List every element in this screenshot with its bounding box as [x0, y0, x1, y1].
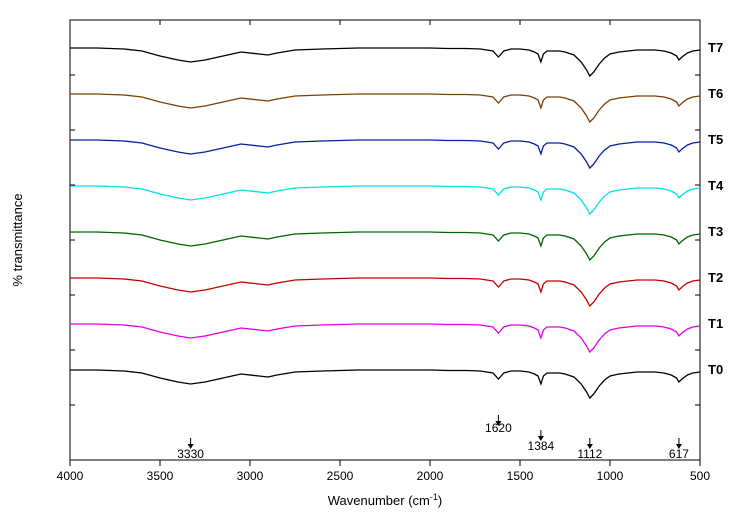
chart-svg: 4000 3500 3000 2500 2000 1500 1000 500 Wavenumbe…	[0, 0, 743, 530]
peak-label-1620: 1620	[485, 421, 512, 435]
series-label-T7: T7	[708, 40, 723, 55]
spectrum-T1	[70, 324, 700, 352]
x-tick-label: 1000	[597, 469, 624, 483]
spectrum-T0	[70, 370, 700, 398]
x-tick-label: 2500	[327, 469, 354, 483]
x-tick-label: 3500	[147, 469, 174, 483]
series-label-T5: T5	[708, 132, 723, 147]
x-tick-label: 3000	[237, 469, 264, 483]
series-label-T1: T1	[708, 316, 723, 331]
peak-label-3330: 3330	[177, 447, 204, 461]
spectrum-T5	[70, 140, 700, 168]
x-tick-label: 2000	[417, 469, 444, 483]
series-label-T4: T4	[708, 178, 724, 193]
series-label-T2: T2	[708, 270, 723, 285]
x-tick-label: 4000	[57, 469, 84, 483]
x-axis-label: Wavenumber (cm-1)	[328, 492, 442, 508]
peak-label-1384: 1384	[528, 439, 555, 453]
spectrum-T7	[70, 48, 700, 76]
spectrum-T3	[70, 232, 700, 260]
spectrum-T4	[70, 186, 700, 214]
ftir-chart: 4000 3500 3000 2500 2000 1500 1000 500 Wavenumbe…	[0, 0, 743, 530]
y-axis-label: % transmittance	[10, 193, 25, 286]
peak-label-1112: 1112	[577, 447, 602, 461]
series-label-T0: T0	[708, 362, 723, 377]
spectrum-T6	[70, 94, 700, 122]
series-label-T3: T3	[708, 224, 723, 239]
plot-border	[70, 20, 700, 460]
x-tick-label: 1500	[507, 469, 534, 483]
series-label-T6: T6	[708, 86, 723, 101]
peak-label-617: 617	[669, 447, 689, 461]
spectrum-T2	[70, 278, 700, 306]
x-tick-label: 500	[690, 469, 710, 483]
